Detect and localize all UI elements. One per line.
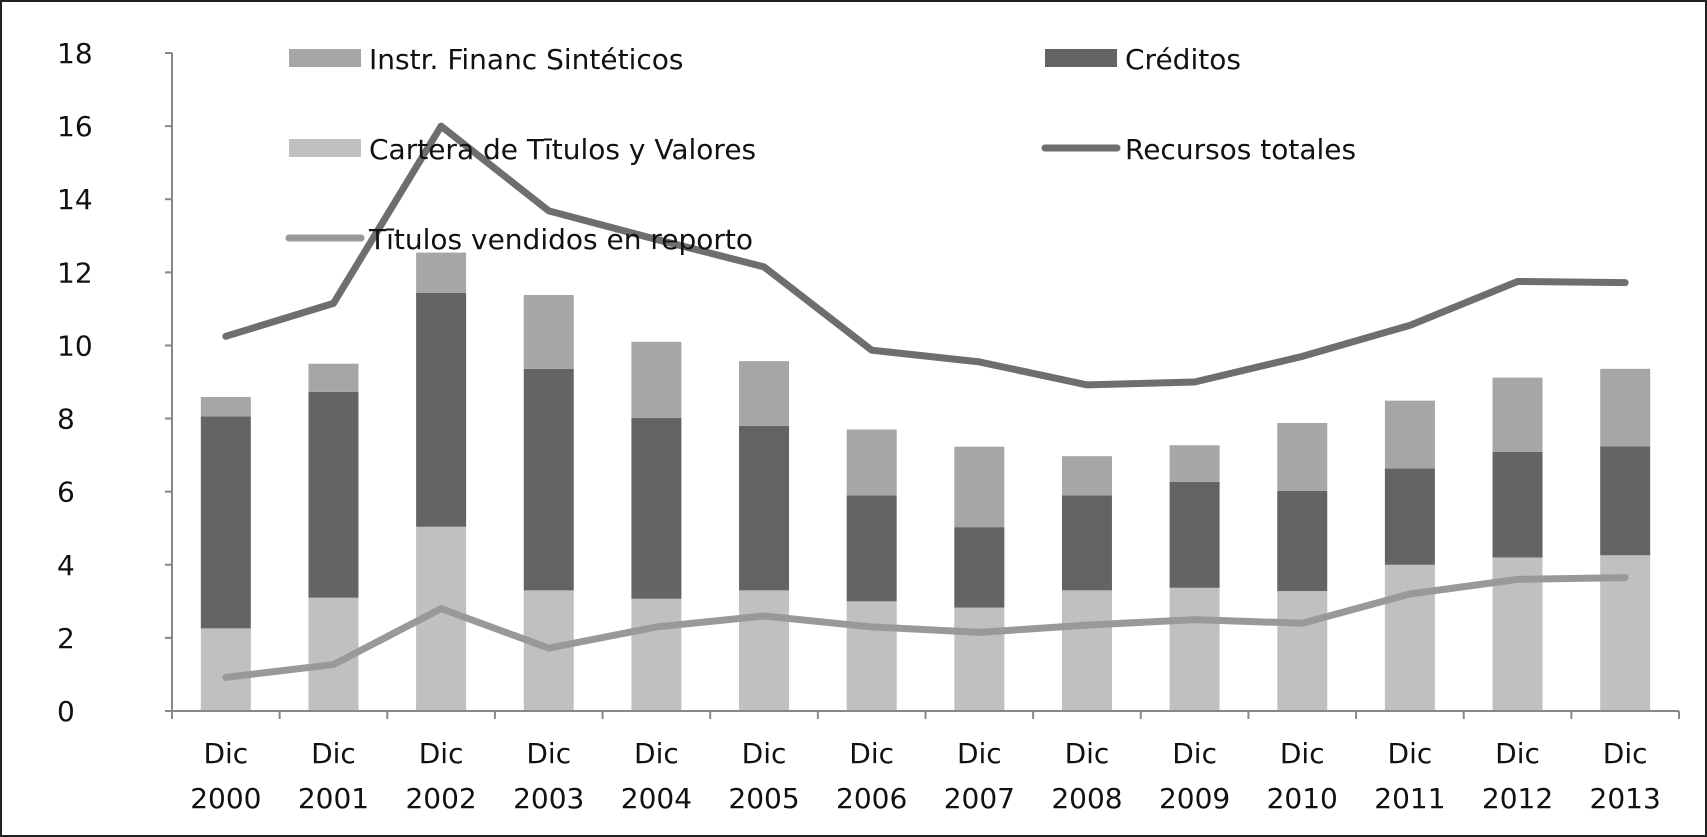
bar-segment — [308, 363, 359, 392]
bar-segment — [1600, 368, 1651, 447]
bar-segment — [308, 391, 359, 598]
x-tick-label: 2009 — [1159, 782, 1230, 815]
bar-segment — [739, 590, 790, 711]
y-tick-label: 4 — [57, 549, 75, 582]
bar-segment — [954, 527, 1005, 608]
x-tick-label: 2006 — [836, 782, 907, 815]
x-tick-label: 2004 — [621, 782, 692, 815]
line-series — [222, 122, 1629, 389]
bar-segment — [954, 446, 1005, 528]
bar-segment — [846, 429, 897, 496]
y-tick-label: 10 — [57, 329, 93, 362]
x-tick-label: 2011 — [1374, 782, 1445, 815]
y-tick-label: 16 — [57, 110, 93, 143]
bar-segment — [1384, 468, 1435, 565]
y-tick-label: 14 — [57, 183, 93, 216]
x-tick-label: Dic — [1172, 737, 1217, 770]
bar-segment — [1061, 495, 1112, 591]
x-tick-label: 2000 — [190, 782, 261, 815]
bar-segment — [1277, 422, 1328, 491]
legend-swatch — [289, 139, 361, 157]
bar-segment — [1277, 490, 1328, 592]
bar-segment — [1061, 456, 1112, 496]
y-tick-label: 6 — [57, 476, 75, 509]
bar-segment — [200, 628, 251, 711]
bar-segment — [1492, 377, 1543, 452]
bar-segment — [954, 607, 1005, 711]
legend-label: Tītulos vendidos en reporto — [368, 223, 753, 256]
x-tick-label: 2013 — [1590, 782, 1661, 815]
bar-segment — [523, 294, 574, 369]
x-tick-label: 2008 — [1051, 782, 1122, 815]
legend-label: Instr. Financ Sintéticos — [369, 43, 683, 76]
x-tick-label: 2003 — [513, 782, 584, 815]
bar-segment — [200, 416, 251, 629]
x-tick-label: Dic — [957, 737, 1002, 770]
x-tick-label: 2012 — [1482, 782, 1553, 815]
y-tick-label: 18 — [57, 37, 93, 70]
x-tick-label: 2007 — [944, 782, 1015, 815]
bar-segment — [1600, 446, 1651, 556]
bar-segment — [1492, 451, 1543, 558]
x-tick-label: Dic — [634, 737, 679, 770]
x-tick-label: Dic — [1495, 737, 1540, 770]
x-tick-label: Dic — [1388, 737, 1433, 770]
legend-label: Recursos totales — [1125, 133, 1356, 166]
bar-segment — [1169, 587, 1220, 711]
legend-swatch — [1045, 49, 1117, 67]
x-tick-label: Dic — [311, 737, 356, 770]
x-tick-label: Dic — [1603, 737, 1648, 770]
legend-swatch — [289, 49, 361, 67]
y-tick-label: 12 — [57, 256, 93, 289]
x-tick-label: 2002 — [405, 782, 476, 815]
bar-segment — [200, 396, 251, 417]
legend-label: Cartera de Tītulos y Valores — [369, 133, 756, 166]
bar-segment — [631, 598, 682, 711]
bar-segment — [631, 417, 682, 599]
x-tick-label: Dic — [1065, 737, 1110, 770]
bar-segment — [1277, 591, 1328, 711]
x-tick-label: Dic — [1280, 737, 1325, 770]
x-tick-label: 2005 — [728, 782, 799, 815]
bar-segment — [1061, 590, 1112, 711]
x-tick-label: Dic — [203, 737, 248, 770]
x-tick-label: Dic — [526, 737, 571, 770]
bar-segment — [1384, 564, 1435, 711]
x-tick-label: 2010 — [1267, 782, 1338, 815]
line-series — [222, 574, 1629, 681]
x-tick-label: Dic — [419, 737, 464, 770]
x-tick-label: 2001 — [298, 782, 369, 815]
x-tick-label: Dic — [849, 737, 894, 770]
y-tick-label: 8 — [57, 403, 75, 436]
y-tick-label: 2 — [57, 622, 75, 655]
bar-segment — [416, 252, 467, 293]
bar-segment — [739, 361, 790, 426]
bar-segment — [846, 601, 897, 711]
bar-segment — [739, 425, 790, 591]
y-tick-label: 0 — [57, 695, 75, 728]
bar-segment — [631, 341, 682, 418]
bar-segment — [846, 495, 897, 602]
bar-segment — [416, 292, 467, 527]
bar-segment — [523, 368, 574, 591]
bar-segment — [1384, 400, 1435, 469]
bar-segment — [1169, 481, 1220, 588]
x-tick-label: Dic — [742, 737, 787, 770]
legend-label: Créditos — [1125, 43, 1241, 76]
bar-segment — [1169, 445, 1220, 482]
